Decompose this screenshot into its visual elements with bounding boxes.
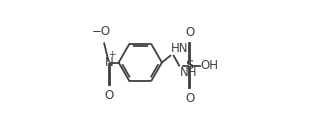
Text: N: N	[105, 56, 114, 69]
Text: O: O	[105, 89, 114, 102]
Text: S: S	[185, 59, 194, 72]
Text: NH: NH	[180, 66, 197, 79]
Text: −O: −O	[92, 25, 111, 38]
Text: O: O	[185, 26, 194, 39]
Text: HN: HN	[171, 42, 188, 55]
Text: O: O	[185, 92, 194, 105]
Text: +: +	[108, 50, 115, 59]
Text: OH: OH	[201, 59, 218, 72]
